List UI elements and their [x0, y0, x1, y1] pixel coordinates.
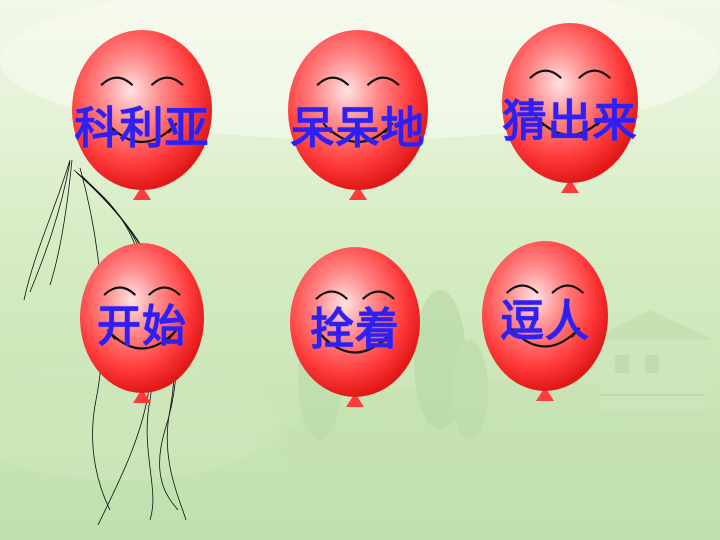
balloon-string: [23, 159, 71, 301]
smiley-face: [529, 69, 611, 136]
balloon-6[interactable]: [482, 241, 608, 401]
balloon-word-2: 呆呆地: [290, 103, 426, 154]
smiley-face: [315, 290, 395, 354]
balloon-1[interactable]: [72, 30, 212, 200]
balloon-body: [290, 247, 420, 397]
balloon-3[interactable]: [502, 23, 638, 193]
balloon-body: [502, 23, 638, 183]
balloon-body: [482, 241, 608, 391]
balloon-body: [80, 243, 204, 393]
balloon-body: [72, 30, 212, 190]
balloon-string: [79, 167, 111, 511]
balloon-knot: [536, 387, 554, 401]
balloon-body: [288, 30, 428, 190]
balloon-knot: [133, 389, 151, 403]
balloon-knot: [349, 186, 367, 200]
balloon-knot: [346, 393, 364, 407]
balloon-4[interactable]: [80, 243, 204, 403]
balloon-word-6: 逗人: [500, 296, 590, 347]
balloon-string: [49, 159, 73, 286]
smiley-face: [506, 284, 584, 348]
balloon-word-5: 拴着: [310, 304, 400, 355]
balloon-knot: [133, 186, 151, 200]
balloon-2[interactable]: [288, 30, 428, 200]
balloon-word-4: 开始: [97, 301, 187, 352]
smiley-face: [100, 76, 184, 143]
balloon-5[interactable]: [290, 247, 420, 407]
smiley-face: [316, 76, 400, 143]
balloon-word-1: 科利亚: [74, 103, 210, 154]
balloon-word-3: 猜出来: [502, 96, 638, 147]
balloon-knot: [561, 179, 579, 193]
balloon-string: [29, 161, 71, 293]
smiley-face: [103, 286, 181, 350]
